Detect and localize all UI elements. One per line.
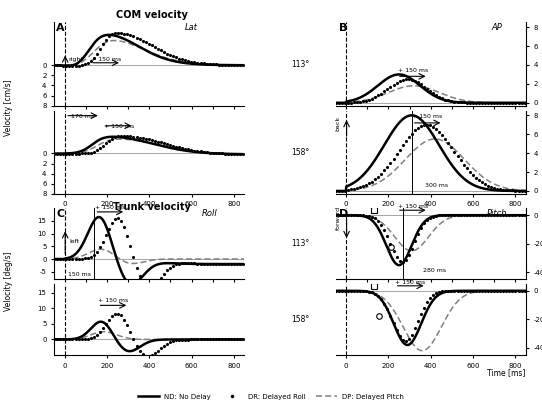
Text: 280 ms: 280 ms [423, 268, 447, 273]
Text: 113°: 113° [291, 239, 309, 248]
Text: B: B [339, 23, 348, 33]
Text: Velocity [deg/s]: Velocity [deg/s] [4, 252, 12, 311]
Text: A: A [56, 23, 64, 33]
Text: + 150 ms: + 150 ms [91, 57, 121, 62]
Text: Roll: Roll [202, 209, 218, 218]
Text: Lat: Lat [185, 23, 198, 32]
Text: + 150 ms: + 150 ms [104, 124, 134, 129]
Text: 158°: 158° [291, 148, 309, 157]
Text: C: C [56, 209, 64, 219]
Text: Trunk velocity: Trunk velocity [113, 202, 191, 212]
Text: back: back [335, 115, 340, 131]
Text: Pitch: Pitch [487, 209, 507, 218]
Text: + 150 ms: + 150 ms [95, 205, 125, 211]
Text: 158°: 158° [291, 315, 309, 324]
Text: + 150 ms: + 150 ms [98, 298, 128, 303]
Text: 113°: 113° [291, 60, 309, 69]
Text: D: D [339, 209, 349, 219]
Text: 150 ms: 150 ms [68, 272, 91, 277]
Text: COM velocity: COM velocity [116, 10, 188, 20]
Text: forward: forward [336, 206, 341, 231]
Text: Time [ms]: Time [ms] [487, 368, 526, 377]
Text: Velocity [cm/s]: Velocity [cm/s] [4, 80, 12, 136]
Text: + 150 ms: + 150 ms [412, 114, 443, 119]
Text: right: right [68, 57, 83, 62]
Text: left: left [69, 239, 79, 244]
Text: AP: AP [492, 23, 502, 32]
Legend: ND: No Delay, DR: Delayed Roll, DP: Delayed Pitch: ND: No Delay, DR: Delayed Roll, DP: Dela… [135, 391, 407, 402]
Text: + 150 ms: + 150 ms [396, 280, 425, 285]
Text: 170 ms: 170 ms [71, 114, 94, 119]
Text: + 150 ms: + 150 ms [398, 68, 428, 73]
Text: + 150 ms: + 150 ms [398, 204, 428, 209]
Text: 300 ms: 300 ms [425, 183, 449, 188]
